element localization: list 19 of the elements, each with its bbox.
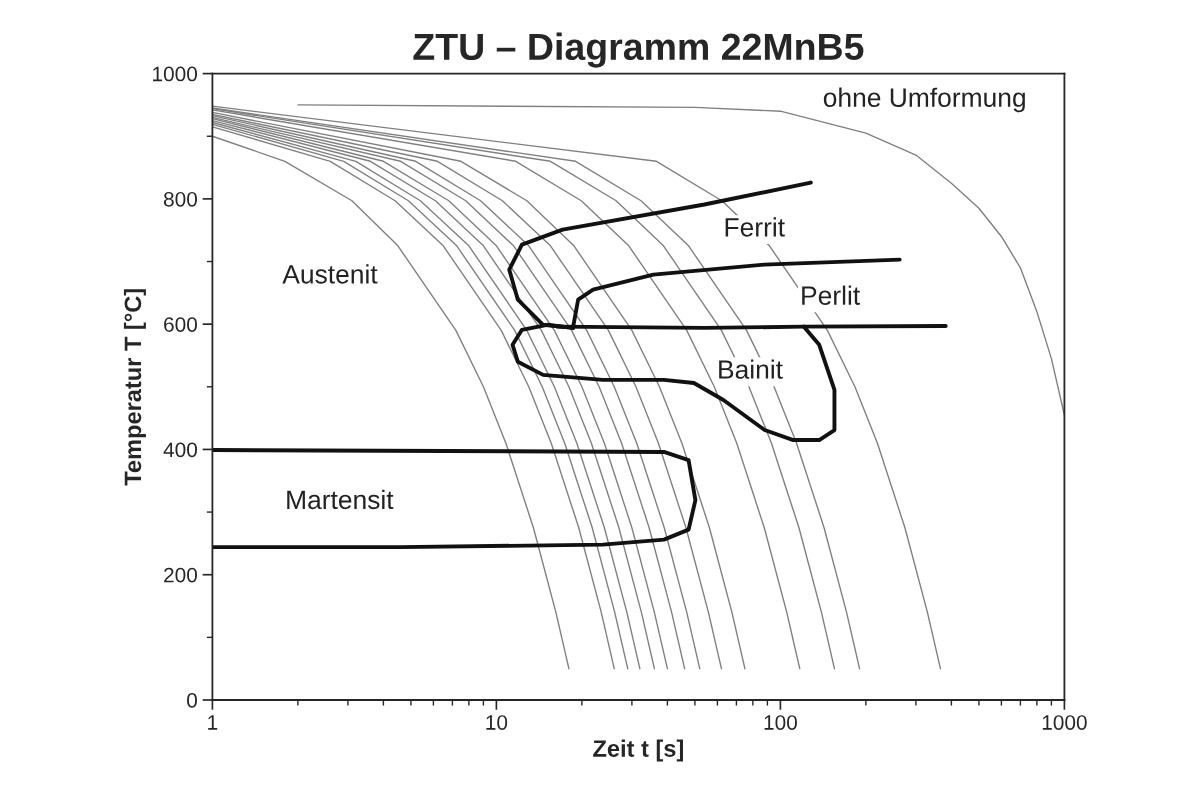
x-tick-label: 1 xyxy=(208,715,218,730)
x-tick-label: 1000 xyxy=(1042,715,1087,730)
chart-title: ZTU – Diagramm 22MnB5 xyxy=(413,32,864,68)
y-tick-label: 400 xyxy=(163,442,198,458)
annotation: ohne Umformung xyxy=(823,87,1025,113)
y-tick-label: 0 xyxy=(187,693,197,708)
y-tick-label: 200 xyxy=(164,567,198,583)
annotation: Perlit xyxy=(802,285,860,305)
y-tick-label: 600 xyxy=(164,317,198,332)
y-tick-label: 1000 xyxy=(153,66,198,82)
annotation: Austenit xyxy=(282,264,378,284)
x-tick-label: 10 xyxy=(486,715,508,730)
annotation: Bainit xyxy=(719,359,783,379)
x-tick-label: 100 xyxy=(764,715,797,730)
annotation: Ferrit xyxy=(725,217,785,237)
y-axis-title: Temperatur T [°C] xyxy=(123,289,146,486)
y-tick-label: 800 xyxy=(163,191,198,207)
x-axis-title: Zeit t [s] xyxy=(593,739,683,762)
annotation: Martensit xyxy=(287,489,394,510)
